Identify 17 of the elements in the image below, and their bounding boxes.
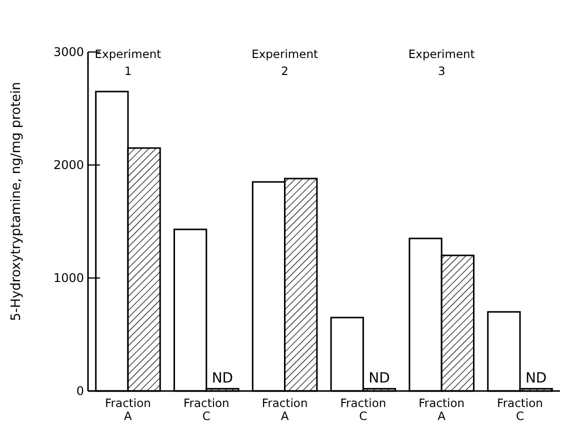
data-label: ND [525, 370, 547, 387]
x-tick-label: Fraction A [262, 396, 308, 423]
x-tick-label: Fraction C [340, 396, 386, 423]
annotation: Experiment 1 [94, 47, 162, 78]
y-tick-label: 3000 [53, 45, 84, 60]
data-label: ND [212, 370, 234, 387]
y-tick-label: 1000 [53, 271, 84, 286]
annotation: Experiment 3 [408, 47, 476, 78]
x-tick-label: Fraction C [497, 396, 543, 423]
x-tick-label: Fraction C [183, 396, 230, 423]
annotation: Experiment 2 [252, 47, 319, 78]
data-label: ND [368, 370, 390, 387]
y-tick-label: 2000 [53, 158, 84, 172]
y-tick-label: 0 [76, 384, 84, 398]
y-axis-title: 5-Hydroxytryptamine, ng/mg protein [9, 82, 24, 322]
x-tick-label: Fraction A [418, 396, 465, 423]
x-tick-label: Fraction A [105, 396, 151, 423]
